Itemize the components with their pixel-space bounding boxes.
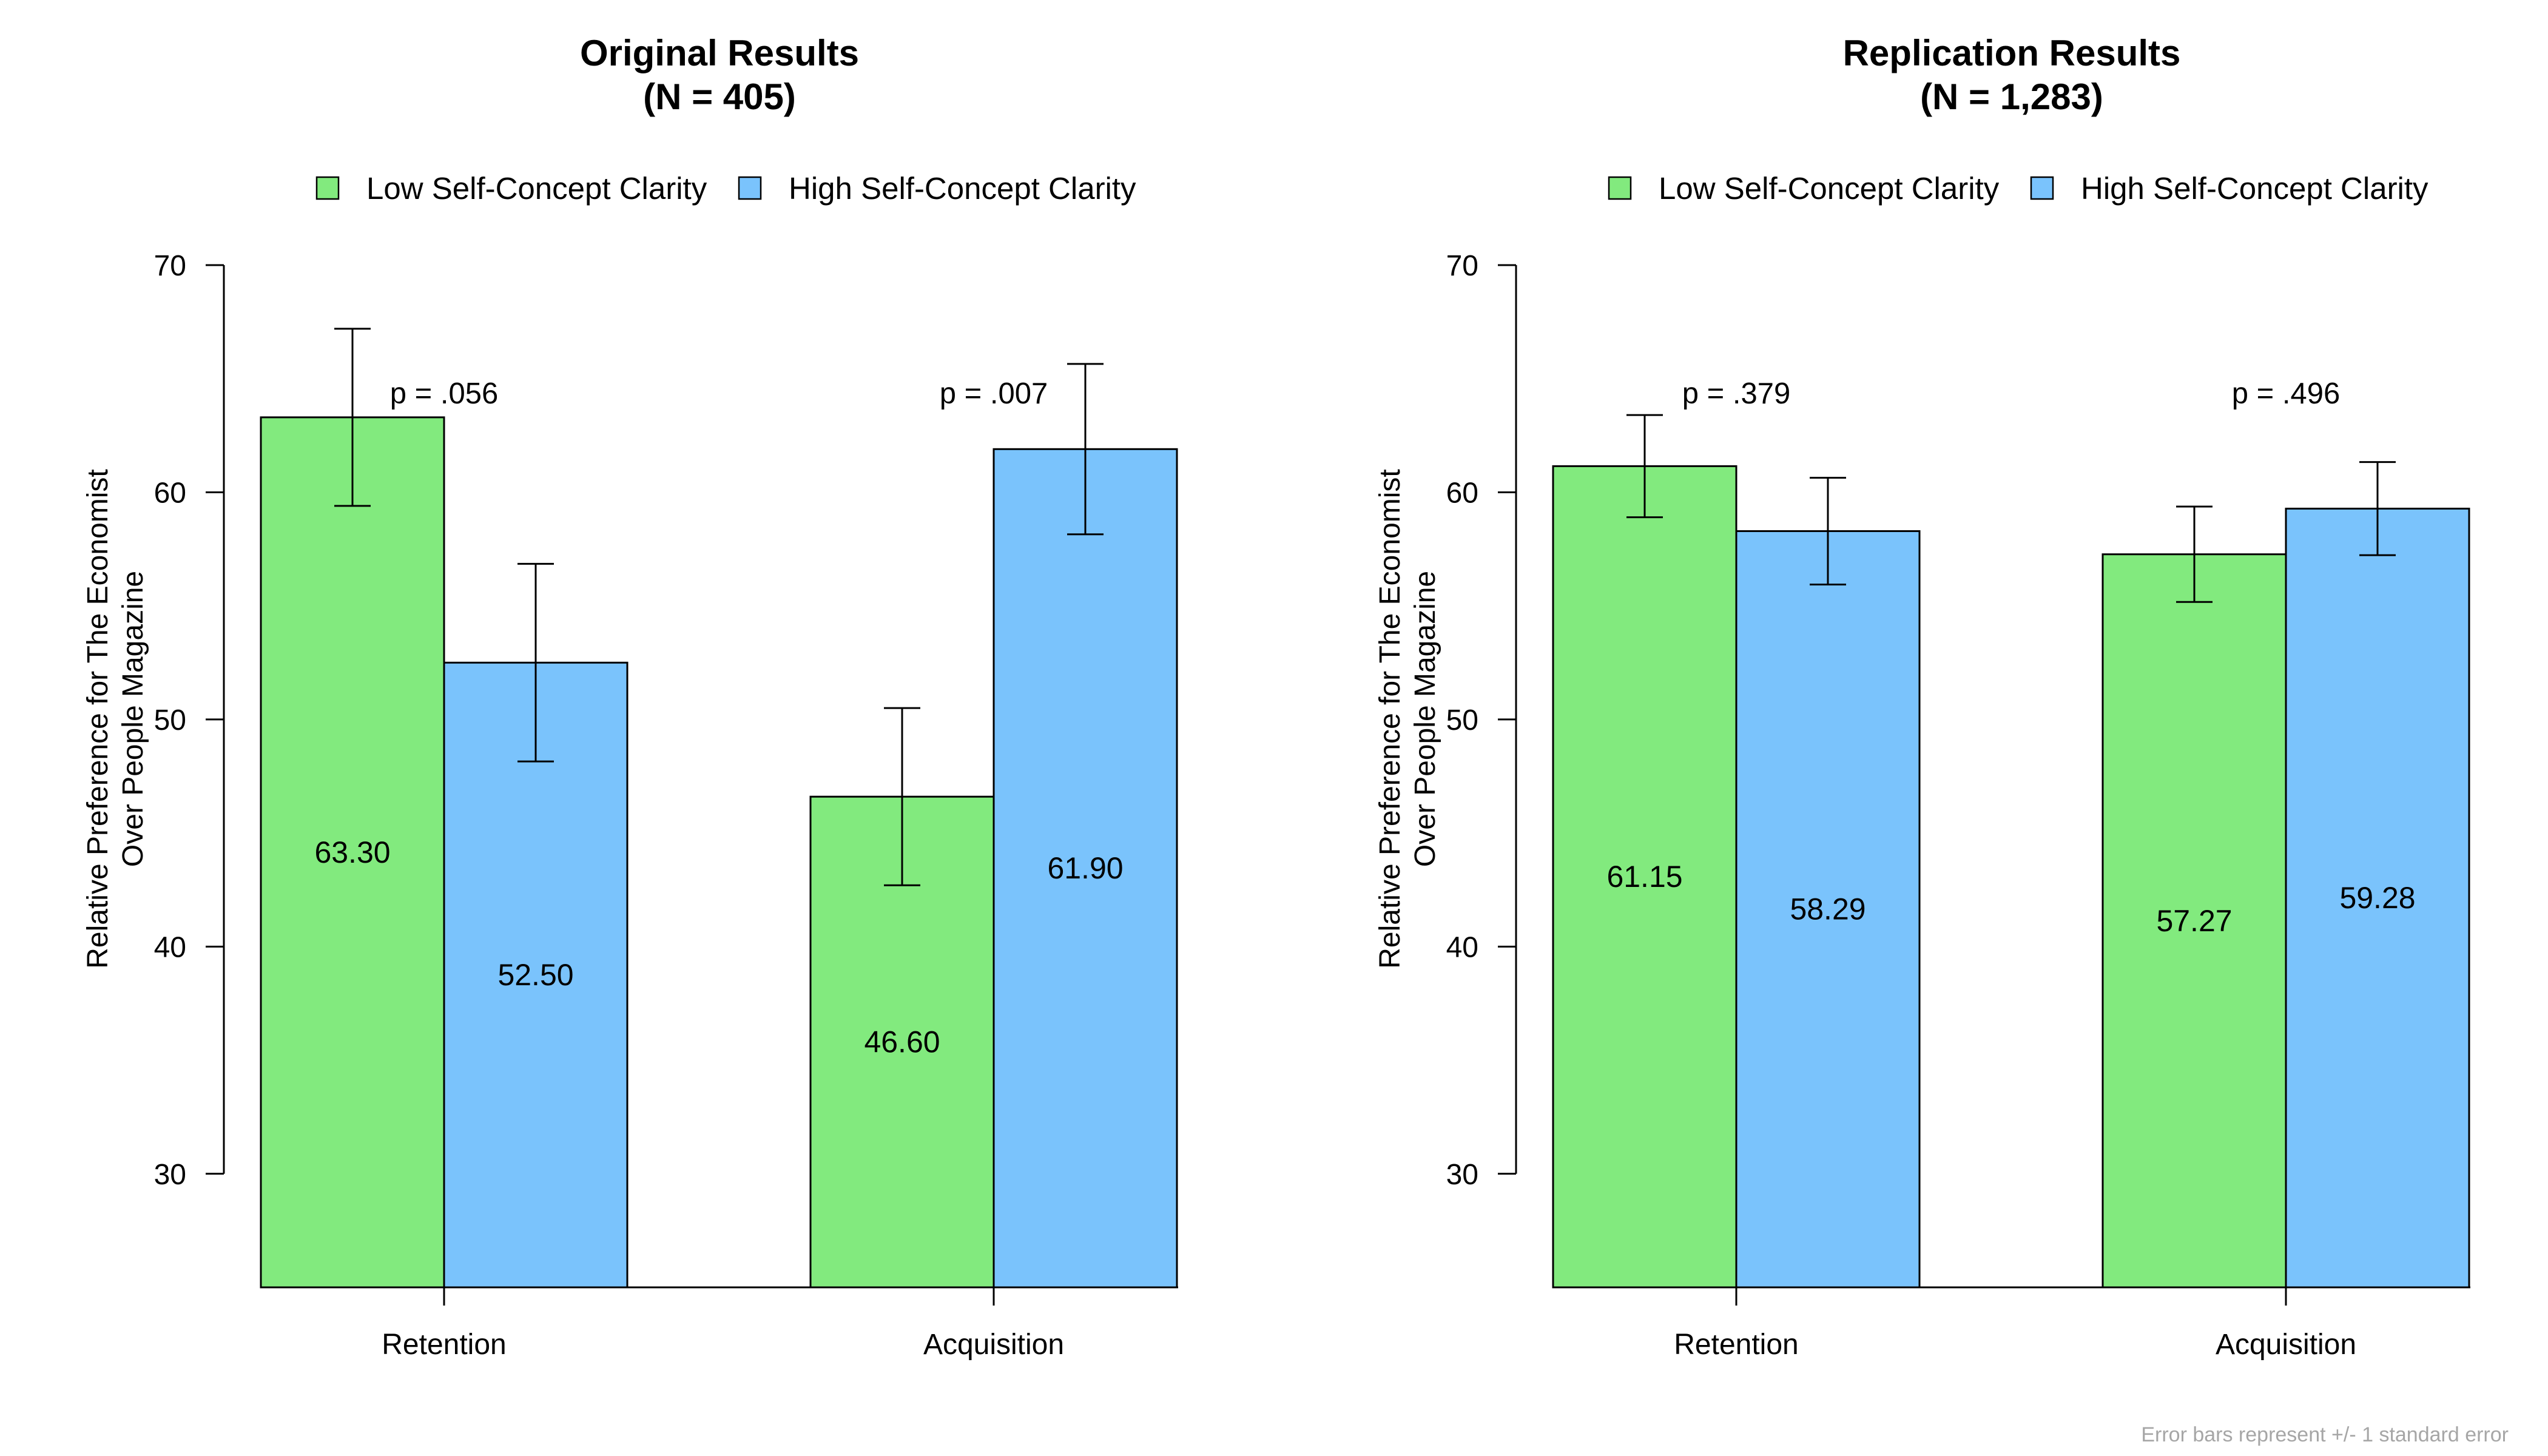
y-tick-label-50: 50 — [1446, 704, 1478, 736]
footnote: Error bars represent +/- 1 standard erro… — [2141, 1423, 2509, 1446]
y-tick-label-40: 40 — [154, 931, 186, 963]
bar-value-label-acquisition-high: 61.90 — [1047, 851, 1123, 885]
chart-title: Original Results — [580, 33, 859, 73]
x-tick-label-acquisition: Acquisition — [2216, 1329, 2356, 1361]
p-value-acquisition: p = .007 — [940, 377, 1048, 410]
error-bar-acquisition-high — [1067, 363, 1104, 536]
bar-value-label-retention-high: 58.29 — [1790, 892, 1866, 926]
chart-title: Replication Results — [1843, 33, 2181, 73]
y-tick-label-30: 30 — [154, 1159, 186, 1191]
y-tick-label-40: 40 — [1446, 931, 1478, 963]
y-tick-label-70: 70 — [1446, 250, 1478, 282]
y-axis-label-line2: Over People Magazine — [1409, 571, 1441, 867]
y-tick-label-60: 60 — [154, 477, 186, 509]
panel-original-results: Original Results(N = 405) Low Self-Concep… — [82, 33, 1178, 1361]
y-tick-label-60: 60 — [1446, 477, 1478, 509]
error-bar-acquisition-low — [884, 707, 920, 886]
error-bar-retention-low — [1626, 414, 1663, 519]
x-tick-label-retention: Retention — [1674, 1329, 1798, 1361]
bar-value-label-retention-low: 61.15 — [1606, 860, 1682, 894]
bar-value-label-acquisition-high: 59.28 — [2339, 881, 2415, 915]
legend-swatch-low — [1608, 176, 1632, 200]
bar-acquisition-high — [993, 448, 1178, 1289]
legend-label-low: Low Self-Concept Clarity — [366, 171, 707, 206]
y-tick-label-30: 30 — [1446, 1159, 1478, 1191]
error-bar-retention-low — [334, 328, 371, 507]
panel-replication-results: Replication Results(N = 1,283) Low Self-C… — [1374, 33, 2470, 1361]
error-bar-retention-high — [1810, 476, 1846, 585]
error-bar-acquisition-low — [2176, 505, 2213, 603]
y-axis-label-line2: Over People Magazine — [117, 571, 149, 867]
legend: Low Self-Concept Clarity High Self-Concep… — [1608, 171, 2428, 206]
bar-value-label-retention-high: 52.50 — [497, 958, 573, 992]
y-axis-label-line1: Relative Preference for The Economist — [82, 469, 114, 969]
legend-swatch-high — [2030, 176, 2054, 200]
p-value-retention: p = .379 — [1682, 377, 1790, 410]
bar-retention-low — [260, 416, 445, 1289]
legend-swatch-low — [315, 176, 340, 200]
legend: Low Self-Concept Clarity High Self-Concep… — [315, 171, 1136, 206]
bar-acquisition-high — [2285, 507, 2470, 1289]
p-value-retention: p = .056 — [390, 377, 498, 410]
error-bar-retention-high — [517, 562, 554, 763]
y-axis-label-line1: Relative Preference for The Economist — [1374, 469, 1406, 969]
legend-label-low: Low Self-Concept Clarity — [1659, 171, 2000, 206]
x-tick-label-acquisition: Acquisition — [923, 1329, 1064, 1361]
bar-value-label-acquisition-low: 46.60 — [864, 1025, 940, 1059]
bar-retention-high — [443, 661, 629, 1289]
chart-subtitle: (N = 405) — [643, 76, 796, 117]
p-value-acquisition: p = .496 — [2232, 377, 2340, 410]
x-tick-label-retention: Retention — [382, 1329, 506, 1361]
chart-subtitle: (N = 1,283) — [1920, 76, 2103, 117]
bar-value-label-retention-low: 63.30 — [314, 835, 390, 869]
y-tick-label-70: 70 — [154, 250, 186, 282]
legend-swatch-high — [738, 176, 762, 200]
bar-value-label-acquisition-low: 57.27 — [2156, 904, 2232, 938]
y-tick-label-50: 50 — [154, 704, 186, 736]
y-axis: 30 40 50 60 70 — [1446, 250, 1517, 1191]
legend-label-high: High Self-Concept Clarity — [789, 171, 1136, 206]
y-axis: 30 40 50 60 70 — [154, 250, 225, 1191]
error-bar-acquisition-high — [2359, 461, 2396, 556]
legend-label-high: High Self-Concept Clarity — [2081, 171, 2428, 206]
